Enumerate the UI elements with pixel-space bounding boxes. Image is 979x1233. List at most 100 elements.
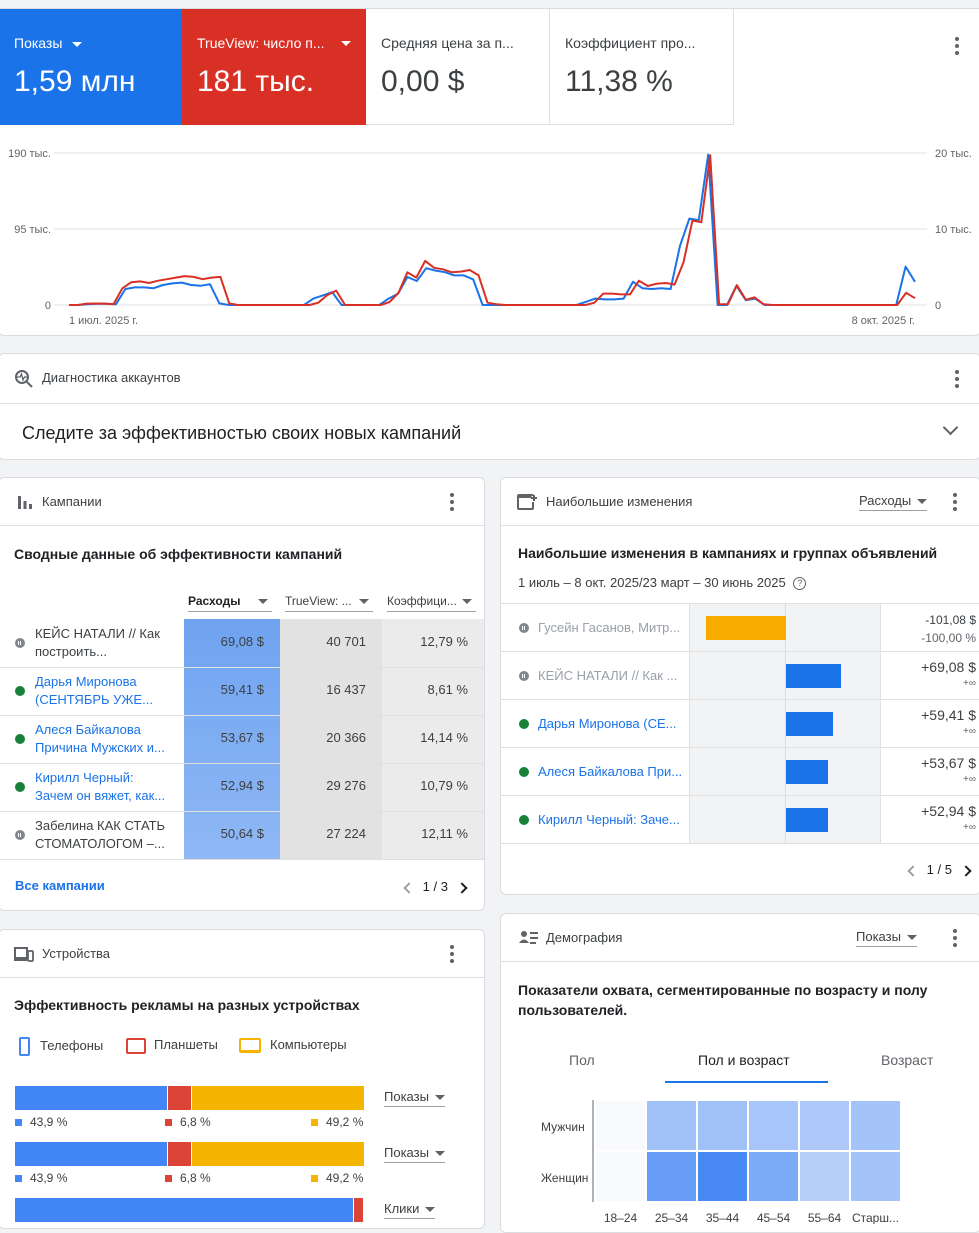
more-options-icon[interactable] xyxy=(943,490,967,514)
heatmap-cell[interactable] xyxy=(851,1101,900,1150)
rate-value: 8,61 % xyxy=(427,682,468,697)
card-title: Устройства xyxy=(42,946,111,961)
table-row[interactable]: Дарья Миронова (СЕНТЯБРЬ УЖЕ... 59,41 $ 1… xyxy=(0,667,484,715)
change-bar xyxy=(786,664,841,688)
chevron-left-icon[interactable] xyxy=(403,881,415,894)
chevron-right-icon[interactable] xyxy=(455,881,468,894)
card-subtitle: Эффективность рекламы на разных устройст… xyxy=(14,997,360,1013)
chevron-right-icon[interactable] xyxy=(959,864,972,877)
column-header-rate[interactable]: Коэффици... xyxy=(387,594,476,612)
metric-dropdown[interactable]: Показы xyxy=(856,929,917,947)
card-subtitle: Наибольшие изменения в кампаниях и групп… xyxy=(518,545,938,561)
all-campaigns-link[interactable]: Все кампании xyxy=(15,878,105,893)
heatmap-cell[interactable] xyxy=(647,1152,696,1201)
chevron-down-icon xyxy=(341,41,351,46)
changes-grid: Гусейн Гасанов, Митр... -101,08 $ -100,00 … xyxy=(501,603,979,844)
chevron-down-icon xyxy=(359,599,369,604)
paused-status-icon xyxy=(15,638,25,648)
series-line-impressions xyxy=(69,153,916,306)
change-delta: +52,94 $ xyxy=(921,803,976,819)
diagnostics-banner[interactable]: Следите за эффективностью своих новых ка… xyxy=(0,404,979,459)
table-row[interactable]: Забелина КАК СТАТЬ СТОМАТОЛОГОМ –... 50,6… xyxy=(0,811,484,859)
table-row[interactable]: Кирилл Черный: Зачем он вяжет, как... 52,… xyxy=(0,763,484,811)
change-row[interactable]: КЕЙС НАТАЛИ // Как ... +69,08 $ +∞ xyxy=(501,652,979,700)
change-bar xyxy=(786,712,834,736)
views-value: 27 224 xyxy=(326,826,366,841)
legend-phones: Телефоны xyxy=(19,1037,103,1056)
metric-tile-trueview[interactable]: TrueView: число п... 181 тыс. xyxy=(182,9,366,125)
views-value: 20 366 xyxy=(326,730,366,745)
rate-value: 12,79 % xyxy=(420,634,468,649)
chevron-left-icon[interactable] xyxy=(907,864,919,877)
card-subtitle: Сводные данные об эффективности кампаний xyxy=(14,546,343,562)
heatmap-cell[interactable] xyxy=(749,1101,798,1150)
heatmap-cell[interactable] xyxy=(800,1152,849,1201)
device-share-label: 49,2 % xyxy=(311,1171,363,1185)
banner-text: Следите за эффективностью своих новых ка… xyxy=(22,423,462,443)
metric-tile-avg-cost[interactable]: Средняя цена за п... 0,00 $ xyxy=(366,9,550,125)
change-row[interactable]: Гусейн Гасанов, Митр... -101,08 $ -100,00 … xyxy=(501,604,979,652)
more-options-icon[interactable] xyxy=(945,34,969,58)
spend-value: 52,94 $ xyxy=(220,778,264,793)
column-header-views[interactable]: TrueView: ... xyxy=(285,594,373,612)
heatmap-cell[interactable] xyxy=(647,1101,696,1150)
y-right-tick: 0 xyxy=(935,300,941,312)
change-row[interactable]: Алеся Байкалова При... +53,67 $ +∞ xyxy=(501,748,979,796)
tab-gender-age[interactable]: Пол и возраст xyxy=(698,1052,790,1068)
active-status-icon xyxy=(15,734,25,744)
zero-axis-line xyxy=(785,604,786,844)
phone-icon xyxy=(19,1037,30,1056)
paused-status-icon xyxy=(519,623,529,633)
change-campaign-name: Дарья Миронова (СЕ... xyxy=(538,716,677,731)
x-tick-start: 1 июл. 2025 г. xyxy=(69,315,138,327)
more-options-icon[interactable] xyxy=(440,942,464,966)
change-row[interactable]: Кирилл Черный: Заче... +52,94 $ +∞ xyxy=(501,796,979,844)
heatmap-cell[interactable] xyxy=(698,1152,747,1201)
column-header-spend[interactable]: Расходы xyxy=(188,594,272,612)
heatmap-cell[interactable] xyxy=(800,1101,849,1150)
heatmap-cell[interactable] xyxy=(851,1152,900,1201)
heatmap-col-label: Старш... xyxy=(852,1211,899,1224)
card-title: Демография xyxy=(546,930,623,945)
device-metric-dropdown[interactable]: Показы xyxy=(384,1145,445,1163)
device-bar-segment-computers xyxy=(192,1086,364,1110)
device-metric-dropdown[interactable]: Клики xyxy=(384,1201,436,1219)
device-metric-dropdown[interactable]: Показы xyxy=(384,1089,445,1107)
table-row[interactable]: Алеся Байкалова Причина Мужских и... 53,6… xyxy=(0,715,484,763)
help-icon[interactable]: ? xyxy=(793,577,807,591)
laptop-icon xyxy=(239,1038,261,1054)
metric-label: Средняя цена за п... xyxy=(381,35,514,51)
rate-column-bg xyxy=(382,619,484,859)
active-status-icon xyxy=(15,686,25,696)
tab-age[interactable]: Возраст xyxy=(881,1052,934,1068)
change-campaign-name: Гусейн Гасанов, Митр... xyxy=(538,620,681,635)
demographics-icon xyxy=(519,931,538,944)
pagination: 1 / 3 xyxy=(403,879,468,894)
tab-gender[interactable]: Пол xyxy=(569,1052,595,1068)
heatmap-cell[interactable] xyxy=(698,1101,747,1150)
metric-tile-view-rate[interactable]: Коэффициент про... 11,38 % xyxy=(550,9,734,125)
performance-card: Показы 1,59 млн TrueView: число п... 181… xyxy=(0,8,979,336)
campaign-name: Дарья Миронова (СЕНТЯБРЬ УЖЕ... xyxy=(35,674,153,707)
change-delta: +59,41 $ xyxy=(921,707,976,723)
more-options-icon[interactable] xyxy=(945,367,969,391)
heatmap-col-label: 25–34 xyxy=(655,1211,689,1224)
heatmap-col-label: 45–54 xyxy=(757,1211,791,1224)
metric-dropdown[interactable]: Расходы xyxy=(859,493,928,511)
metric-tile-impressions[interactable]: Показы 1,59 млн xyxy=(0,9,182,125)
more-options-icon[interactable] xyxy=(943,926,967,950)
table-row[interactable]: КЕЙС НАТАЛИ // Как построить... 69,08 $ 4… xyxy=(0,619,484,667)
y-left-tick: 0 xyxy=(45,300,51,312)
heatmap-cell[interactable] xyxy=(596,1101,645,1150)
change-bar xyxy=(786,760,829,784)
more-options-icon[interactable] xyxy=(440,490,464,514)
card-subtitle: Показатели охвата, сегментированные по в… xyxy=(518,982,928,1018)
change-delta: -101,08 $ xyxy=(925,613,976,627)
heatmap-cell[interactable] xyxy=(749,1152,798,1201)
heatmap-cell[interactable] xyxy=(596,1152,645,1201)
change-percent: +∞ xyxy=(963,726,976,737)
metric-label: TrueView: число п... xyxy=(197,35,325,51)
chevron-down-icon xyxy=(942,419,959,436)
change-row[interactable]: Дарья Миронова (СЕ... +59,41 $ +∞ xyxy=(501,700,979,748)
x-tick-end: 8 окт. 2025 г. xyxy=(852,315,915,327)
